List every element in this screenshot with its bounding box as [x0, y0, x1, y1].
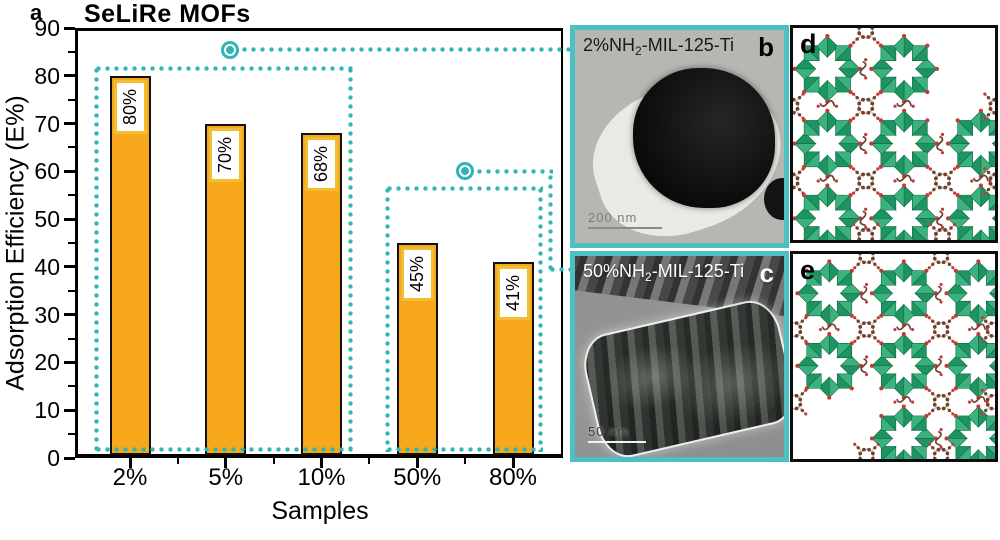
panel-e-label: e — [800, 255, 816, 285]
x-axis-tick-label: 80% — [488, 464, 538, 491]
group-box-edge — [384, 185, 390, 452]
chart-title: SeLiRe MOFs — [84, 0, 251, 28]
panel-d-label: d — [800, 29, 817, 59]
x-axis-tick — [415, 458, 419, 468]
x-axis-minor-tick — [368, 458, 371, 464]
y-axis-minor-tick — [68, 194, 75, 197]
bar-value-label-box: 80% — [113, 79, 147, 134]
mof-structure-d — [793, 28, 995, 240]
y-axis-minor-tick — [68, 289, 75, 292]
x-axis-tick — [128, 458, 132, 468]
bar-value-label: 70% — [215, 136, 236, 173]
y-axis-tick — [64, 313, 75, 317]
callout-circle-marker — [456, 162, 475, 181]
callout-circle-marker — [220, 40, 239, 59]
y-axis-tick-label: 80 — [34, 62, 60, 89]
panel-a-label: a — [30, 0, 43, 25]
y-axis-minor-tick — [68, 98, 75, 101]
y-axis-minor-tick — [68, 433, 75, 436]
callout-line-to-c — [475, 168, 553, 174]
panel-b-scalebar: 200 nm — [588, 210, 662, 229]
y-axis-tick-label: 60 — [34, 158, 60, 185]
y-axis-tick-label: 70 — [34, 110, 60, 137]
y-axis-tick — [64, 360, 75, 364]
bar-value-label: 80% — [119, 88, 140, 125]
panel-c-tem-image: 50%NH2-MIL-125-Ti c 50 nm — [570, 251, 789, 462]
y-axis-tick — [64, 26, 75, 30]
bar: 45% — [396, 243, 438, 455]
mof-structure-e — [793, 254, 995, 459]
bar-value-label-box: 68% — [305, 137, 338, 192]
bar-value-label-box: 41% — [496, 266, 530, 321]
tem-b-edge-particle — [764, 178, 784, 220]
y-axis-tick-label: 50 — [34, 206, 60, 233]
bar: 80% — [109, 75, 151, 455]
group-box-edge — [348, 66, 353, 452]
y-axis-tick-label: 90 — [34, 15, 60, 41]
group-box-edge — [384, 185, 543, 191]
bar: 41% — [492, 262, 534, 455]
y-axis-tick-label: 30 — [34, 301, 60, 328]
y-axis-tick — [64, 408, 75, 412]
chart-plot-area — [75, 28, 563, 458]
bar-value-label: 68% — [311, 146, 331, 183]
tem-b-particle — [633, 68, 775, 208]
x-axis-title: Samples — [271, 497, 369, 525]
y-axis-minor-tick — [68, 146, 75, 149]
y-axis-minor-tick — [68, 50, 75, 53]
panel-b-title: 2%NH2-MIL-125-Ti — [583, 35, 735, 58]
x-axis-tick — [511, 458, 515, 468]
group-box-edge — [384, 447, 543, 452]
y-axis-tick-label: 0 — [47, 445, 60, 471]
group-box-edge — [537, 185, 543, 452]
y-axis-minor-tick — [68, 242, 75, 244]
x-axis-tick-label: 10% — [297, 464, 346, 491]
bar-value-label-box: 70% — [209, 127, 243, 182]
y-axis-tick — [64, 265, 75, 269]
y-axis-tick — [64, 169, 75, 173]
group-box-edge — [93, 447, 353, 452]
x-axis-minor-tick — [176, 458, 179, 464]
bar-value-label: 45% — [406, 255, 427, 293]
y-axis-tick — [64, 74, 75, 78]
panel-e-structure-image: e — [790, 251, 998, 462]
bar: 68% — [301, 133, 342, 455]
panel-c-scalebar: 50 nm — [588, 424, 646, 443]
x-axis-minor-tick — [464, 458, 467, 464]
y-axis-title: Adsorption Efficiency (E%) — [1, 95, 30, 391]
callout-line-to-b — [239, 47, 570, 52]
y-axis-minor-tick — [68, 385, 75, 388]
x-axis-tick-label: 2% — [112, 464, 148, 491]
x-axis-tick-label: 5% — [208, 464, 244, 491]
group-box-edge — [93, 66, 99, 452]
x-axis-tick — [320, 458, 323, 468]
panel-b-label: b — [758, 32, 774, 62]
panel-b-tem-image: 2%NH2-MIL-125-Ti b 200 nm — [570, 25, 789, 248]
x-axis-minor-tick — [272, 458, 275, 464]
bar-value-label-box: 45% — [400, 247, 434, 301]
x-axis-tick-label: 50% — [393, 464, 442, 491]
panel-c-label: c — [759, 258, 774, 288]
y-axis-tick-label: 40 — [34, 253, 60, 280]
y-axis-tick-label: 20 — [34, 349, 60, 376]
y-axis-tick — [64, 456, 75, 460]
bar: 70% — [205, 123, 247, 455]
y-axis-tick — [64, 122, 75, 126]
y-axis-tick — [64, 217, 75, 221]
x-axis-tick — [224, 458, 228, 468]
callout-line-to-c — [548, 267, 572, 272]
y-axis-minor-tick — [68, 337, 75, 340]
bar-value-label: 41% — [502, 275, 523, 312]
y-axis-tick-label: 10 — [34, 397, 60, 424]
group-box-edge — [93, 66, 353, 72]
callout-line-to-c — [548, 173, 553, 270]
panel-c-title: 50%NH2-MIL-125-Ti — [583, 261, 745, 284]
panel-d-structure-image: d — [790, 25, 998, 243]
